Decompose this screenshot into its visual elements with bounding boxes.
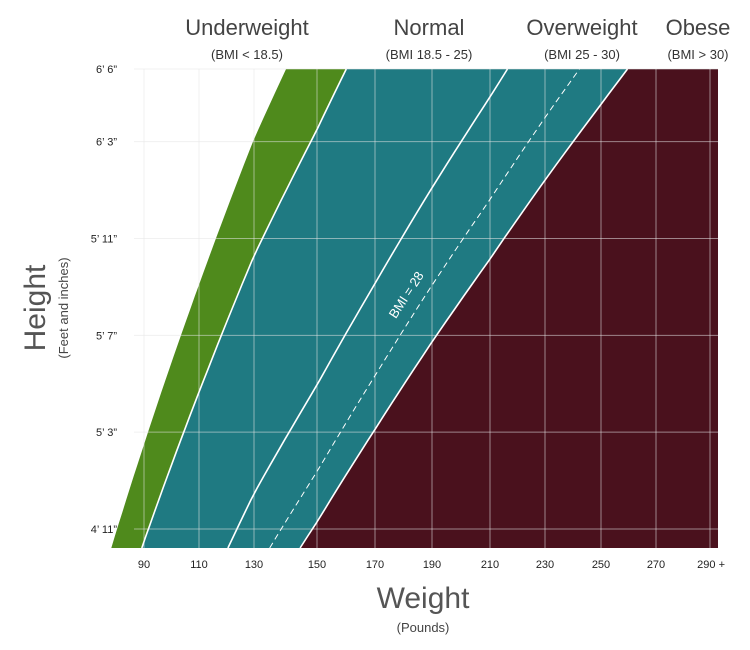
- obese-region: [300, 69, 718, 548]
- y-tick-label: 5’ 3”: [96, 427, 117, 439]
- y-axis-subtitle: (Feet and inches): [56, 257, 71, 358]
- grid-lines: [134, 68, 718, 548]
- x-tick-label: 190: [423, 559, 441, 571]
- y-tick-label: 6’ 3”: [96, 137, 117, 149]
- category-range-normal: (BMI 18.5 - 25): [386, 47, 473, 62]
- y-axis-title: Height: [19, 264, 52, 351]
- category-title-obese: Obese: [666, 15, 731, 40]
- x-axis-subtitle: (Pounds): [397, 620, 450, 635]
- category-title-normal: Normal: [394, 15, 465, 40]
- bmi-boundary-28: [269, 68, 580, 549]
- x-tick-label: 230: [536, 559, 554, 571]
- x-tick-label: 290 +: [697, 559, 725, 571]
- normal-overweight-region: [141, 69, 628, 548]
- bmi-regions: [111, 69, 718, 548]
- category-range-overweight: (BMI 25 - 30): [544, 47, 620, 62]
- underweight-region: [111, 69, 347, 548]
- x-tick-label: 90: [138, 559, 150, 571]
- category-range-underweight: (BMI < 18.5): [211, 47, 283, 62]
- x-tick-label: 150: [308, 559, 326, 571]
- category-title-overweight: Overweight: [526, 15, 637, 40]
- bmi-boundary-18-5: [141, 68, 348, 549]
- bmi-boundary-25: [227, 68, 509, 549]
- y-tick-label: 6’ 6”: [96, 64, 117, 76]
- bmi-boundary-30: [299, 68, 629, 549]
- x-tick-label: 130: [245, 559, 263, 571]
- category-header: Underweight (BMI < 18.5) Normal (BMI 18.5 -…: [185, 15, 730, 62]
- x-tick-label: 210: [481, 559, 499, 571]
- bmi-boundary-lines: [141, 68, 629, 549]
- x-tick-label: 250: [592, 559, 610, 571]
- category-title-underweight: Underweight: [185, 15, 309, 40]
- x-tick-label: 270: [647, 559, 665, 571]
- x-axis-title: Weight: [377, 582, 470, 615]
- y-tick-label: 5’ 7”: [96, 330, 117, 342]
- x-tick-label: 110: [190, 559, 208, 571]
- x-tick-label: 170: [366, 559, 384, 571]
- y-tick-label: 5’ 11”: [91, 234, 118, 246]
- x-axis-tick-labels: 90 110 130 150 170 190 210 230 250 270 290 +: [138, 559, 725, 571]
- y-tick-label: 4’ 11”: [91, 524, 118, 536]
- category-range-obese: (BMI > 30): [667, 47, 728, 62]
- y-axis-tick-labels: 4’ 11” 5’ 3” 5’ 7” 5’ 11” 6’ 3” 6’ 6”: [91, 64, 118, 536]
